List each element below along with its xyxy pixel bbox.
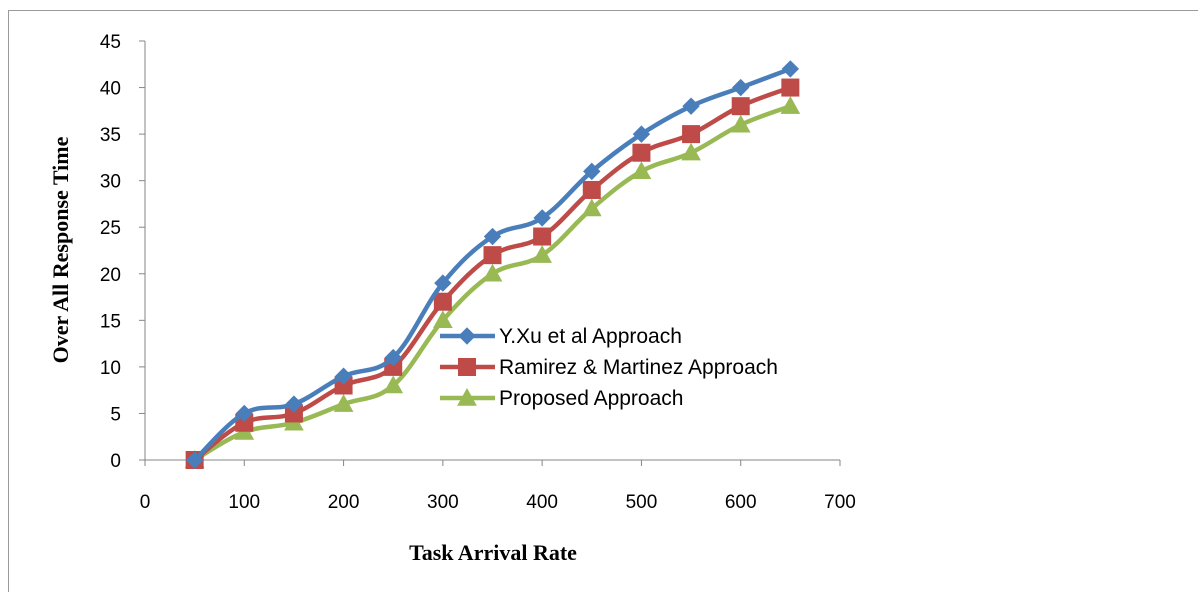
legend-label: Ramirez & Martinez Approach: [499, 356, 778, 379]
data-point-triangle: [681, 142, 701, 161]
x-tick-label: 300: [427, 492, 459, 513]
x-tick-label: 200: [328, 492, 360, 513]
data-point-square: [582, 180, 601, 199]
data-point-square: [781, 78, 800, 97]
y-tick-label: 35: [100, 125, 121, 146]
data-point-triangle: [383, 375, 404, 394]
data-point-triangle: [532, 245, 552, 263]
data-point-diamond: [334, 367, 353, 385]
data-point-diamond: [434, 274, 452, 292]
data-point-triangle: [780, 96, 801, 114]
data-point-square: [433, 292, 452, 311]
data-point-square: [682, 125, 701, 144]
y-tick-label: 0: [110, 451, 121, 472]
y-tick-label: 20: [100, 265, 121, 286]
data-point-square: [533, 227, 552, 246]
chart-frame: [8, 10, 1198, 592]
x-tick-label: 100: [228, 492, 260, 513]
data-point-diamond: [285, 395, 303, 413]
legend-swatch-marker: [458, 358, 476, 376]
data-point-diamond: [185, 451, 204, 469]
legend-swatch-marker: [458, 327, 476, 345]
data-point-triangle: [581, 198, 602, 217]
legend-item-2: Ramirez & Martinez Approach: [440, 356, 778, 379]
data-point-diamond: [235, 404, 253, 423]
series-1: [185, 60, 800, 469]
data-point-diamond: [583, 162, 601, 181]
data-point-triangle: [631, 161, 652, 180]
legend-item-3: Proposed Approach: [440, 387, 683, 410]
data-point-square: [731, 97, 750, 116]
data-point-diamond: [483, 227, 502, 246]
y-axis-title: Over All Response Time: [48, 136, 73, 363]
data-point-diamond: [682, 97, 700, 115]
y-tick-label: 15: [100, 311, 121, 332]
y-tick-label: 10: [100, 358, 121, 379]
legend-swatch-marker: [457, 387, 477, 406]
y-tick-label: 30: [100, 172, 121, 193]
legend-label: Proposed Approach: [499, 387, 683, 410]
legend: Y.Xu et al Approach Ramirez & Martinez Ap…: [440, 325, 778, 410]
x-tick-label: 400: [526, 492, 558, 513]
series-layer: [184, 60, 801, 469]
legend-item-1: Y.Xu et al Approach: [440, 325, 682, 348]
data-point-square: [632, 143, 651, 162]
x-tick-label: 0: [140, 492, 151, 513]
data-point-diamond: [632, 125, 651, 143]
data-point-triangle: [730, 114, 751, 133]
x-tick-label: 500: [626, 492, 658, 513]
x-tick-label: 700: [824, 492, 856, 513]
data-point-triangle: [333, 394, 354, 412]
series-3: [184, 96, 801, 468]
data-point-diamond: [781, 60, 800, 78]
legend-label: Y.Xu et al Approach: [499, 325, 682, 348]
data-point-diamond: [533, 209, 551, 227]
data-point-diamond: [732, 78, 750, 97]
y-tick-label: 25: [100, 218, 121, 239]
axes: 0 5 10 15 20 25 30 35 40 45 0 100 200 300 400 500 600 700: [100, 32, 856, 513]
data-point-triangle: [433, 310, 453, 329]
y-tick-label: 40: [100, 79, 121, 100]
data-point-square: [483, 246, 502, 265]
x-tick-label: 600: [725, 492, 757, 513]
y-tick-label: 5: [110, 404, 121, 425]
data-point-triangle: [482, 263, 503, 282]
y-tick-label: 45: [100, 32, 121, 53]
data-point-diamond: [384, 348, 402, 367]
x-axis-title: Task Arrival Rate: [409, 540, 577, 565]
